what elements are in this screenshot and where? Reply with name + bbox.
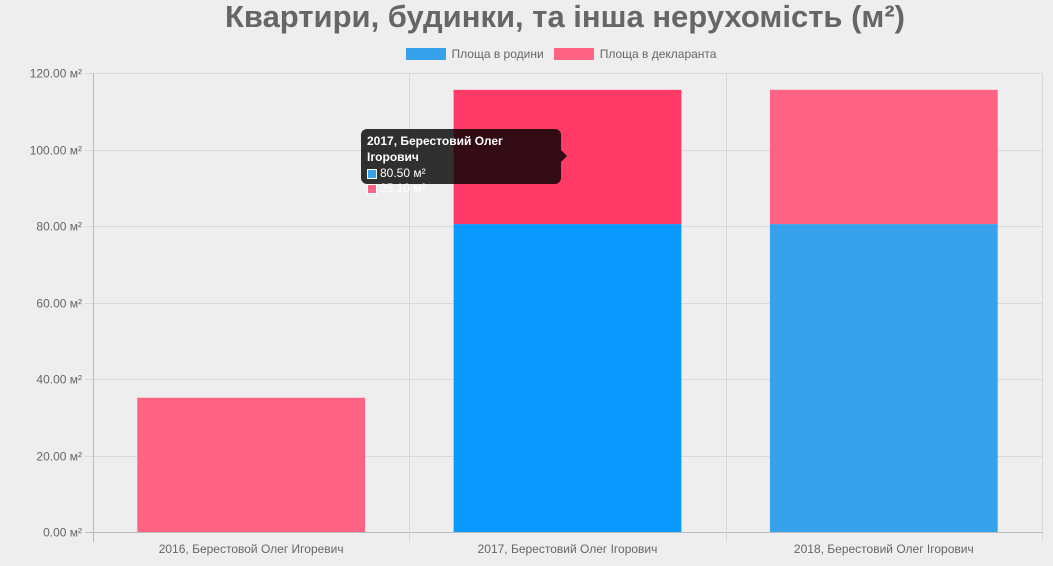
x-tick-label: 2017, Берестовий Олег Ігорович	[478, 542, 658, 556]
tooltip-row-declarant-area: 35.10 м²	[367, 181, 555, 196]
tooltip: 2017, Берестовий Олег Ігорович 80.50 м² …	[361, 129, 567, 195]
legend: Площа в родини Площа в декларанта	[0, 47, 1053, 61]
x-tick-label: 2018, Берестовий Олег Ігорович	[794, 542, 974, 556]
bar-family-area-1	[453, 224, 682, 532]
legend-swatch-family-area	[405, 48, 446, 60]
legend-item-declarant-area[interactable]: Площа в декларанта	[553, 47, 717, 61]
bar-family-area-2	[769, 224, 998, 532]
legend-item-family-area[interactable]: Площа в родини	[405, 47, 544, 61]
chart-title: Квартири, будинки, та інша нерухомість (…	[225, 0, 905, 34]
y-tick-label: 20.00 м²	[36, 450, 82, 464]
tooltip-value-declarant-area: 35.10 м²	[380, 181, 426, 195]
x-tick-label: 2016, Берестовой Олег Игоревич	[159, 542, 344, 556]
legend-swatch-declarant-area	[553, 48, 594, 60]
y-tick-label: 100.00 м²	[30, 144, 82, 158]
y-tick-label: 40.00 м²	[36, 373, 82, 387]
legend-label-declarant-area: Площа в декларанта	[599, 47, 717, 61]
tooltip-title: 2017, Берестовий Олег Ігорович	[367, 134, 504, 164]
tooltip-row-family-area: 80.50 м²	[367, 166, 555, 181]
tooltip-swatch-family-area	[367, 168, 377, 179]
y-tick-label: 120.00 м²	[30, 67, 82, 81]
legend-label-family-area: Площа в родини	[451, 47, 544, 61]
tooltip-swatch-declarant-area	[367, 183, 377, 194]
bar-declarant-area-2	[769, 89, 998, 225]
y-tick-label: 60.00 м²	[36, 297, 82, 311]
bar-declarant-area-0	[137, 397, 366, 532]
tooltip-value-family-area: 80.50 м²	[380, 166, 426, 180]
y-tick-label: 0.00 м²	[43, 526, 82, 540]
y-tick-label: 80.00 м²	[36, 220, 82, 234]
